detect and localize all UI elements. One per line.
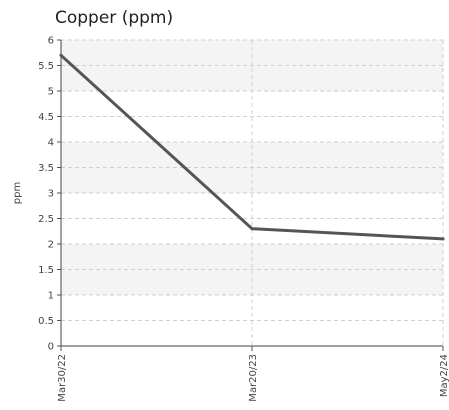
data-point (441, 237, 445, 241)
y-tick-label: 1 (48, 291, 54, 302)
y-tick-label: 0 (48, 342, 54, 353)
y-tick-label: 1.5 (38, 265, 54, 276)
y-tick-label: 3.5 (38, 163, 54, 174)
series-group (59, 53, 445, 241)
data-point (59, 53, 63, 57)
y-tick-label: 2.5 (38, 214, 54, 225)
y-tick-label: 4 (48, 138, 54, 149)
y-tick-label: 5 (48, 87, 54, 98)
y-tick-label: 5.5 (38, 61, 54, 72)
y-tick-label: 6 (48, 36, 54, 47)
x-tick-labels: Mar30/22 Mar20/23 May2/24 (57, 354, 449, 402)
x-tick-label: Mar20/23 (248, 354, 259, 402)
y-tick-label: 3 (48, 189, 54, 200)
x-tick-label: May2/24 (439, 354, 449, 397)
gridlines (60, 39, 444, 346)
chart-title: Copper (ppm) (55, 8, 174, 28)
x-tick-label: Mar30/22 (57, 354, 68, 402)
axes (57, 39, 444, 351)
y-axis-label: ppm (12, 182, 23, 204)
y-tick-label: 0.5 (38, 316, 54, 327)
y-tick-label: 2 (48, 240, 54, 251)
y-tick-label: 4.5 (38, 112, 54, 123)
data-point (250, 227, 254, 231)
y-tick-labels: 0 0.5 1 1.5 2 2.5 3 3.5 4 4.5 5 5.5 6 (38, 36, 54, 353)
